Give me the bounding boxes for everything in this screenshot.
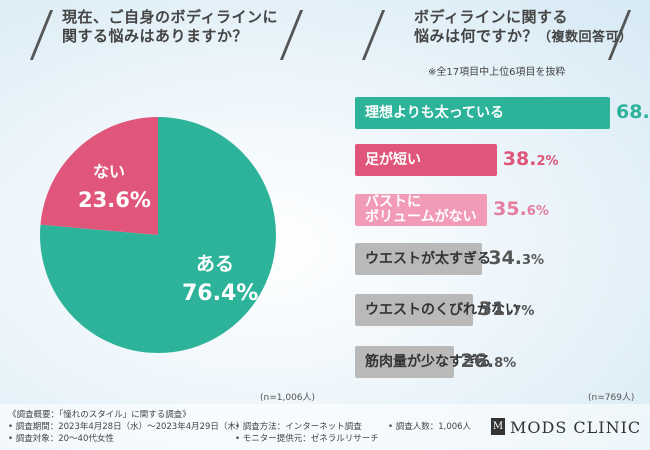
bar [355, 346, 455, 378]
logo-mark-icon: M [491, 418, 505, 435]
question2-title: ボディラインに関する 悩みは何ですか？（複数回答可） [390, 8, 640, 47]
note-top6: ※全17項目中上位6項目を抜粋 [428, 67, 566, 78]
bar [355, 97, 610, 129]
survey-count: • 調査人数：1,006人 [388, 422, 472, 432]
survey-method: • 調査方法：インターネット調査 [235, 422, 362, 432]
bar [355, 243, 483, 275]
question1-title: 現在、ご自身のボディラインに 関する悩みはありますか？ [62, 8, 278, 46]
bar-category-label: 筋肉量が少なすぎる [365, 353, 491, 370]
survey-summary: 《調査概要：「憧れのスタイル」に関する調査》 [8, 410, 191, 420]
pie-label-aru: ある [196, 253, 234, 275]
question1-line2: 関する悩みはありますか？ [62, 27, 249, 45]
survey-provider: • モニター提供元：ゼネラルリサーチ [235, 434, 379, 444]
footer [0, 404, 650, 450]
bar-value-label: 26.8% [460, 350, 517, 372]
bar-category-label: ウエストが太すぎる [365, 250, 491, 267]
survey-period: • 調査期間：2023年4月28日（水）～2023年4月29日（木） [8, 422, 245, 432]
bar-value-label: 35.6% [493, 198, 549, 220]
survey-target: • 調査対象：20～40代女性 [8, 434, 114, 444]
bar-category-label: 理想よりも太っている [365, 104, 505, 121]
bar [355, 144, 497, 176]
bar [355, 294, 473, 326]
pie-n-label: (n=1,006人) [260, 393, 316, 403]
pie-value-nai: 23.6% [78, 188, 151, 212]
bar-category-label: ウエストのくびれがない [365, 301, 519, 318]
bar [355, 194, 488, 226]
bar-category-label: 足が短い [365, 151, 421, 168]
question2-line1: ボディラインに関する [414, 8, 568, 26]
bar-value-label: 38.2% [502, 148, 559, 170]
bar-value-label: 31.7% [478, 298, 535, 320]
bar-value-label: 34.3% [488, 247, 545, 269]
pie-slice-nai [40, 117, 158, 235]
pie-label-nai: ない [93, 162, 125, 181]
bar-value-label: 68.7% [616, 101, 650, 123]
pie-value-aru: 76.4% [182, 281, 258, 306]
question1-line1: 現在、ご自身のボディラインに [62, 8, 278, 26]
logo: MODS CLINIC [510, 418, 642, 437]
question2-line2: 悩みは何ですか？ [414, 27, 539, 45]
question2-multiple: （複数回答可） [538, 30, 633, 45]
bar-n-label: (n=769人) [588, 393, 635, 403]
bar-category-label: バストに ボリュームがない [365, 194, 477, 225]
